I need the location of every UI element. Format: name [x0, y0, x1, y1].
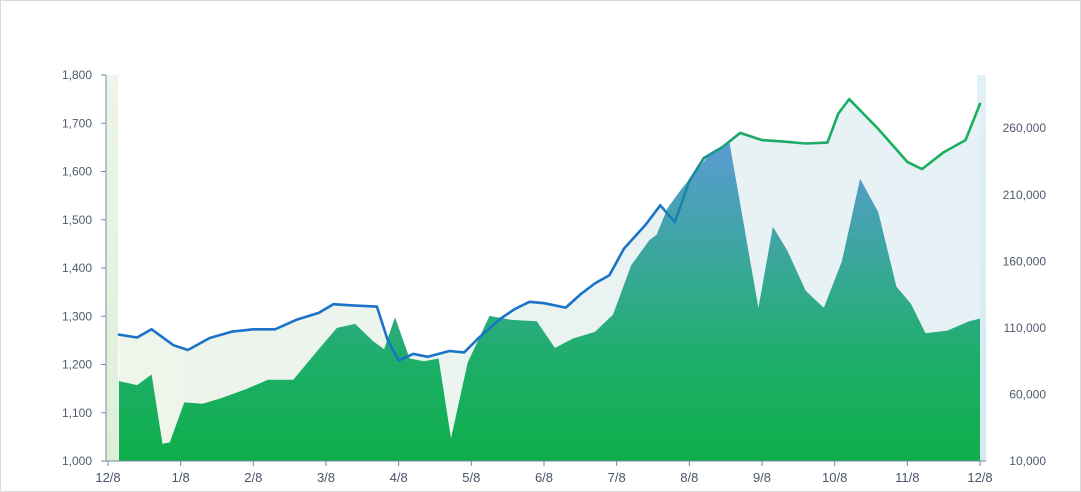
- x-tick-label: 6/8: [535, 470, 553, 485]
- left-y-tick-label: 1,400: [62, 261, 92, 275]
- right-y-tick-label: 60,000: [1009, 387, 1046, 401]
- x-tick-label: 5/8: [462, 470, 480, 485]
- x-tick-label: 11/8: [895, 470, 919, 485]
- price-line: [117, 97, 982, 362]
- right-y-tick-label: 260,000: [1003, 121, 1047, 135]
- x-tick-label: 4/8: [390, 470, 408, 485]
- x-tick-label: 10/8: [822, 470, 847, 485]
- right-y-tick-label: 10,000: [1009, 454, 1046, 468]
- x-tick-label: 3/8: [317, 470, 335, 485]
- x-tick-label: 8/8: [680, 470, 698, 485]
- x-tick-label: 2/8: [244, 470, 262, 485]
- left-y-tick-label: 1,600: [62, 165, 92, 179]
- right-y-tick-label: 110,000: [1004, 321, 1047, 335]
- x-tick-label: 9/8: [753, 470, 771, 485]
- x-tick-label: 1/8: [172, 470, 190, 485]
- x-tick-label: 12/8: [95, 470, 120, 485]
- left-y-tick-label: 1,800: [62, 68, 92, 82]
- right-plot-edge: [977, 75, 986, 461]
- volume-area: [118, 141, 980, 461]
- left-y-tick-label: 1,200: [62, 358, 92, 372]
- right-y-tick-label: 160,000: [1003, 254, 1047, 268]
- left-y-tick-label: 1,000: [62, 454, 92, 468]
- left-y-tick-label: 1,500: [62, 213, 92, 227]
- left-y-tick-label: 1,100: [62, 406, 92, 420]
- left-y-tick-label: 1,300: [62, 309, 92, 323]
- right-y-tick-label: 210,000: [1003, 188, 1047, 202]
- x-tick-label: 12/8: [967, 470, 992, 485]
- left-y-tick-label: 1,700: [62, 116, 92, 130]
- left-plot-edge: [106, 75, 118, 461]
- x-tick-label: 7/8: [608, 470, 626, 485]
